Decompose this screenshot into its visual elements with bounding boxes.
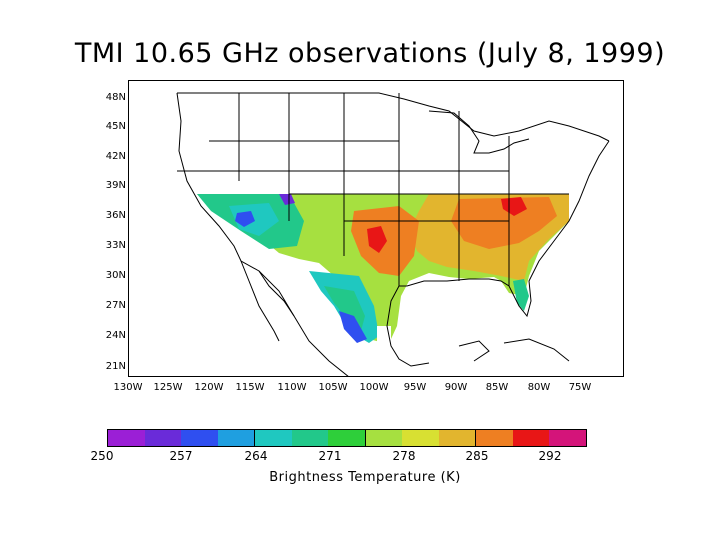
temperature-field xyxy=(197,194,569,346)
colorbar-tick-292: 292 xyxy=(538,449,562,463)
colorbar-tick-278: 278 xyxy=(392,449,416,463)
lat-label-27n: 27N xyxy=(105,300,126,311)
gulf-coast xyxy=(399,140,610,318)
colorbar-segment xyxy=(108,430,145,446)
colorbar-segment xyxy=(512,430,550,446)
mexico-gulf-coast xyxy=(386,285,430,367)
west-coast xyxy=(176,92,349,376)
lat-label-24n: 24N xyxy=(105,330,126,341)
colorbar-tick-285: 285 xyxy=(465,449,489,463)
colorbar-tick-264: 264 xyxy=(244,449,268,463)
colorbar-segment xyxy=(402,430,439,446)
colorbar-segment xyxy=(365,430,403,446)
colorbar-segment xyxy=(438,430,477,446)
colorbar-segment xyxy=(291,430,329,446)
lon-label-125w: 125W xyxy=(153,382,183,393)
lon-label-100w: 100W xyxy=(359,382,389,393)
cuba xyxy=(503,338,570,362)
colorbar-segment xyxy=(549,430,586,446)
colorbar-tick-271: 271 xyxy=(318,449,342,463)
lon-label-130w: 130W xyxy=(113,382,143,393)
canada-border xyxy=(177,92,610,142)
lon-label-105w: 105W xyxy=(318,382,348,393)
lon-label-75w: 75W xyxy=(568,382,592,393)
lat-label-33n: 33N xyxy=(105,240,126,251)
lat-label-21n: 21N xyxy=(105,361,126,372)
map-canvas xyxy=(176,92,610,376)
baja-peninsula xyxy=(240,260,280,342)
map-panel[interactable] xyxy=(128,80,624,377)
colorbar-segment xyxy=(476,430,513,446)
lat-label-39n: 39N xyxy=(105,180,126,191)
colorbar-tick-250: 250 xyxy=(90,449,114,463)
colorbar-segment xyxy=(144,430,182,446)
colorbar-segment xyxy=(255,430,292,446)
lon-label-110w: 110W xyxy=(277,382,307,393)
yucatan xyxy=(458,340,490,362)
field-texas-red xyxy=(367,226,387,253)
lat-label-48n: 48N xyxy=(105,92,126,103)
lat-label-30n: 30N xyxy=(105,270,126,281)
lon-label-95w: 95W xyxy=(403,382,427,393)
lon-label-115w: 115W xyxy=(235,382,265,393)
lat-label-45n: 45N xyxy=(105,121,126,132)
state-borders xyxy=(177,93,569,286)
colorbar-segment xyxy=(181,430,218,446)
colorbar-segment xyxy=(328,430,366,446)
lon-label-85w: 85W xyxy=(485,382,509,393)
lat-label-36n: 36N xyxy=(105,210,126,221)
lon-label-90w: 90W xyxy=(444,382,468,393)
lon-label-80w: 80W xyxy=(527,382,551,393)
lon-label-120w: 120W xyxy=(194,382,224,393)
map-title: TMI 10.65 GHz observations (July 8, 1999… xyxy=(74,38,666,69)
field-nw-purple xyxy=(279,194,295,205)
field-east-hot xyxy=(451,197,557,249)
lat-label-42n: 42N xyxy=(105,151,126,162)
coastlines xyxy=(176,92,610,376)
field-mexico-blue xyxy=(339,311,367,343)
colorbar-segment xyxy=(217,430,256,446)
colorbar xyxy=(107,429,587,447)
colorbar-tick-257: 257 xyxy=(169,449,193,463)
field-west-cold xyxy=(235,211,255,227)
colorbar-label: Brightness Temperature (K) xyxy=(269,470,461,485)
gulf-of-california xyxy=(258,270,295,317)
field-carolina-red xyxy=(501,197,527,216)
